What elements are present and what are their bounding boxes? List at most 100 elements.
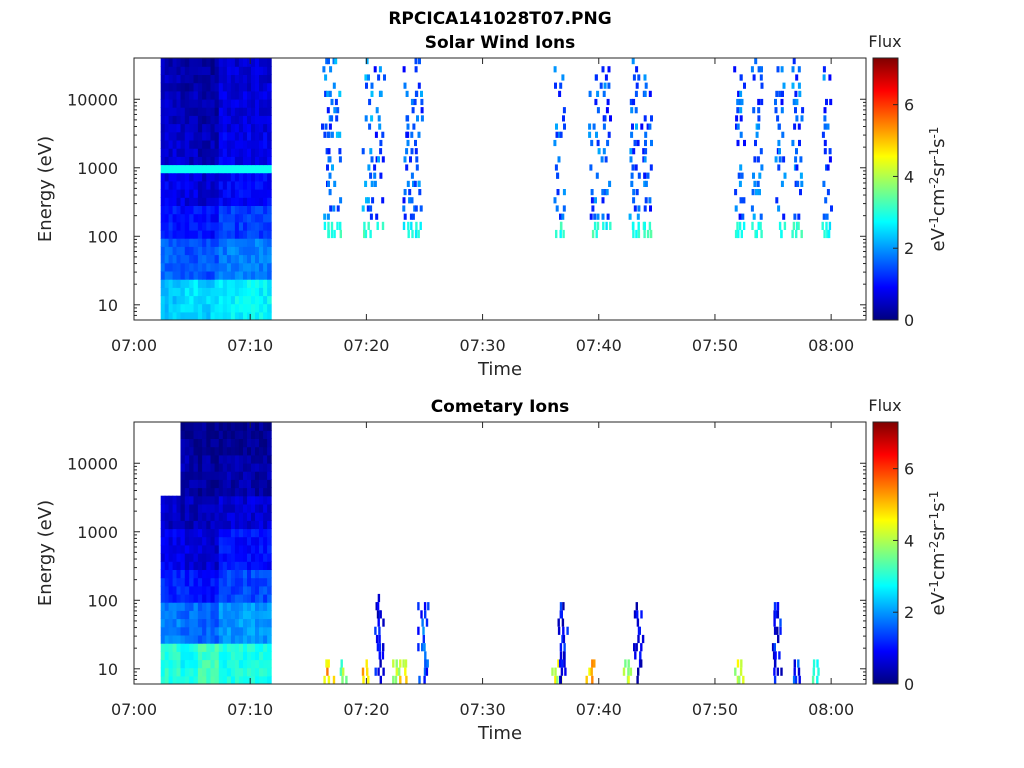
heatmap-cell: [210, 115, 216, 125]
heatmap-cell: [267, 651, 272, 661]
heatmap-cell: [164, 98, 170, 108]
heatmap-cell: [602, 148, 606, 155]
heatmap-cell: [234, 246, 240, 256]
heatmap-cell: [214, 610, 220, 620]
heatmap-cell: [218, 577, 224, 587]
heatmap-cell: [777, 634, 780, 644]
heatmap-cell: [238, 643, 244, 652]
heatmap-cell: [247, 454, 252, 464]
heatmap-cell: [234, 446, 240, 456]
heatmap-cell: [160, 303, 166, 313]
heatmap-cell: [238, 520, 244, 530]
heatmap-cell: [339, 221, 342, 230]
heatmap-cell: [197, 577, 203, 587]
heatmap-cell: [222, 544, 228, 554]
heatmap-cell: [562, 229, 565, 239]
heatmap-cell: [331, 164, 334, 171]
heatmap-cell: [247, 123, 252, 133]
heatmap-cell: [259, 659, 264, 669]
heatmap-cell: [365, 197, 368, 204]
heatmap-cell: [799, 156, 803, 163]
heatmap-cell: [193, 430, 199, 439]
heatmap-cell: [740, 659, 743, 668]
heatmap-cell: [176, 172, 182, 182]
heatmap-cell: [226, 462, 232, 472]
heatmap-cell: [255, 471, 260, 480]
heatmap-cell: [247, 503, 252, 513]
heatmap-cell: [733, 66, 737, 73]
heatmap-cell: [637, 229, 641, 239]
heatmap-cell: [226, 487, 232, 497]
heatmap-cell: [226, 262, 232, 272]
heatmap-cell: [202, 471, 207, 480]
heatmap-cell: [267, 544, 272, 554]
heatmap-cell: [202, 495, 207, 505]
heatmap-cell: [214, 462, 220, 472]
heatmap-cell: [243, 172, 248, 182]
heatmap-cell: [777, 139, 781, 147]
heatmap-cell: [251, 205, 256, 215]
heatmap-cell: [230, 311, 236, 320]
heatmap-cell: [251, 544, 256, 554]
heatmap-cell: [210, 205, 216, 215]
heatmap-cell: [172, 569, 178, 579]
heatmap-cell: [222, 139, 228, 149]
heatmap-cell: [263, 610, 268, 620]
heatmap-cell: [381, 131, 385, 138]
heatmap-cell: [251, 156, 256, 166]
heatmap-cell: [759, 213, 763, 220]
heatmap-cell: [601, 197, 605, 204]
heatmap-cell: [218, 107, 224, 116]
heatmap-cell: [206, 74, 212, 84]
unit-exponent: -2: [927, 177, 941, 189]
heatmap-cell: [210, 295, 216, 305]
heatmap-cell: [259, 479, 264, 489]
heatmap-cell: [267, 303, 272, 313]
heatmap-cell: [797, 66, 801, 73]
heatmap-cell: [193, 303, 199, 313]
heatmap-cell: [259, 643, 264, 652]
heatmap-cell: [336, 205, 340, 212]
plot-frame: [133, 57, 867, 321]
heatmap-cell: [738, 213, 742, 220]
y-tick-label: 100: [87, 227, 118, 246]
heatmap-cell: [189, 254, 195, 264]
heatmap-cell: [234, 180, 240, 190]
heatmap-cell: [238, 221, 244, 231]
heatmap-cell: [259, 107, 264, 116]
heatmap-cell: [259, 626, 264, 636]
heatmap-cell: [210, 172, 216, 182]
heatmap-cell: [214, 479, 220, 489]
heatmap-cell: [160, 585, 166, 595]
heatmap-cell: [210, 238, 216, 247]
colorbar-tick-label: 6: [904, 96, 914, 115]
heatmap-cell: [222, 512, 228, 521]
heatmap-cell: [164, 634, 170, 644]
heatmap-cell: [637, 634, 640, 644]
y-tick-label: 10000: [67, 90, 118, 109]
heatmap-cell: [243, 295, 248, 305]
heatmap-cell: [263, 618, 268, 628]
heatmap-cell: [172, 561, 178, 570]
heatmap-cell: [255, 577, 260, 587]
heatmap-cell: [263, 107, 268, 116]
heatmap-cell: [230, 593, 236, 603]
heatmap-cell: [777, 205, 781, 212]
heatmap-cell: [206, 213, 212, 223]
heatmap-cell: [255, 66, 260, 75]
heatmap-cell: [263, 213, 268, 223]
heatmap-cell: [822, 213, 826, 220]
heatmap-cell: [259, 528, 264, 538]
heatmap-cell: [176, 602, 182, 611]
heatmap-cell: [398, 667, 401, 676]
heatmap-cell: [172, 544, 178, 554]
heatmap-cell: [214, 593, 220, 603]
heatmap-cell: [243, 422, 248, 431]
heatmap-cell: [247, 107, 252, 116]
heatmap-cell: [415, 156, 419, 163]
heatmap-cell: [176, 287, 182, 297]
heatmap-cell: [184, 287, 190, 297]
heatmap-cell: [750, 66, 754, 73]
heatmap-cell: [193, 180, 199, 190]
heatmap-cell: [737, 229, 740, 239]
